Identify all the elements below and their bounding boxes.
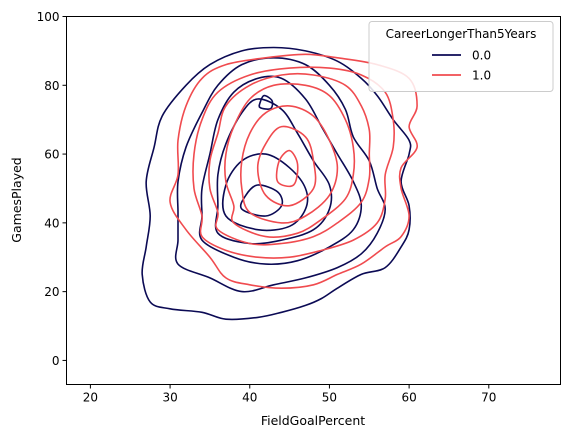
contour-line-series-1-level-3 xyxy=(224,83,356,238)
x-axis-ticks: 20 30 40 50 60 70 xyxy=(83,384,496,405)
y-tick-label: 40 xyxy=(44,216,59,230)
contour-layer xyxy=(141,46,418,321)
x-tick-label: 30 xyxy=(162,391,177,405)
y-axis-label: GamesPlayed xyxy=(9,157,24,242)
x-axis-label: FieldGoalPercent xyxy=(261,413,365,428)
contour-line-series-0-level-0 xyxy=(141,46,412,321)
legend-box xyxy=(368,21,554,92)
contour-line-series-1-level-0 xyxy=(169,53,418,289)
contour-line-series-1-level-6 xyxy=(275,149,299,188)
legend: CareerLongerThan5Years 0.0 1.0 xyxy=(368,21,554,92)
x-tick-label: 70 xyxy=(481,391,496,405)
contour-line-series-1-level-5 xyxy=(256,125,317,207)
y-axis-ticks: 0 20 40 60 80 100 xyxy=(37,10,67,368)
y-tick-label: 80 xyxy=(44,79,59,93)
plot-frame xyxy=(66,16,561,385)
x-tick-label: 60 xyxy=(401,391,416,405)
y-tick-label: 100 xyxy=(37,10,60,24)
x-tick-label: 50 xyxy=(322,391,337,405)
contour-line-series-0-level-3 xyxy=(214,98,333,245)
contour-line-series-0-level-1 xyxy=(174,57,386,293)
y-tick-label: 60 xyxy=(44,148,59,162)
x-tick-label: 40 xyxy=(242,391,257,405)
y-tick-label: 20 xyxy=(44,285,59,299)
contour-line-series-1-level-2 xyxy=(208,72,371,246)
legend-label: 0.0 xyxy=(472,49,491,63)
contour-line-series-0-level-6 xyxy=(258,94,274,110)
contour-line-series-1-level-4 xyxy=(240,105,339,224)
legend-label: 1.0 xyxy=(472,69,491,83)
contour-line-series-1-level-1 xyxy=(192,66,395,259)
contour-line-series-0-level-4 xyxy=(222,153,309,232)
y-tick-label: 0 xyxy=(52,354,60,368)
x-tick-label: 20 xyxy=(83,391,98,405)
legend-title: CareerLongerThan5Years xyxy=(386,27,537,41)
contour-line-series-0-level-5 xyxy=(239,184,284,217)
